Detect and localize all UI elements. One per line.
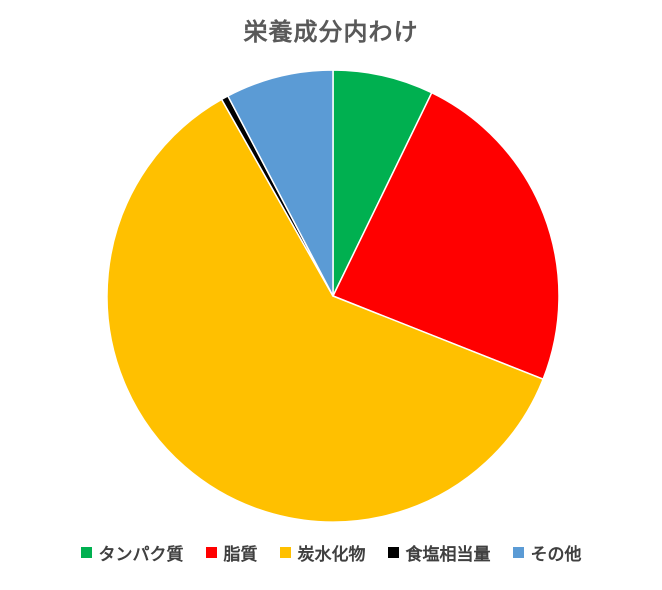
legend-label: その他	[530, 545, 582, 565]
legend-label: 炭水化物	[297, 545, 366, 565]
legend-item-2: 脂質	[205, 540, 258, 565]
pie-plot-area	[106, 69, 560, 523]
legend-item-4: 食塩相当量	[387, 540, 491, 565]
legend-item-3: 炭水化物	[279, 540, 366, 565]
legend-item-1: タンパク質	[80, 540, 184, 565]
pie-slice-1	[332, 69, 433, 297]
pie-slice-5	[227, 69, 334, 297]
legend-swatch	[279, 547, 291, 558]
chart-title: 栄養成分内わけ	[243, 18, 419, 46]
legend: タンパク質 脂質 炭水化物 食塩相当量 その他	[0, 540, 662, 565]
legend-label: タンパク質	[98, 545, 184, 565]
legend-swatch	[387, 547, 399, 558]
legend-label: 脂質	[223, 545, 258, 565]
legend-swatch	[80, 547, 92, 558]
legend-swatch	[512, 547, 524, 558]
legend-swatch	[205, 547, 217, 558]
pie-slice-3	[106, 98, 544, 523]
pie-slice-2	[332, 91, 560, 380]
legend-item-5: その他	[512, 540, 582, 565]
legend-label: 食塩相当量	[405, 545, 491, 565]
